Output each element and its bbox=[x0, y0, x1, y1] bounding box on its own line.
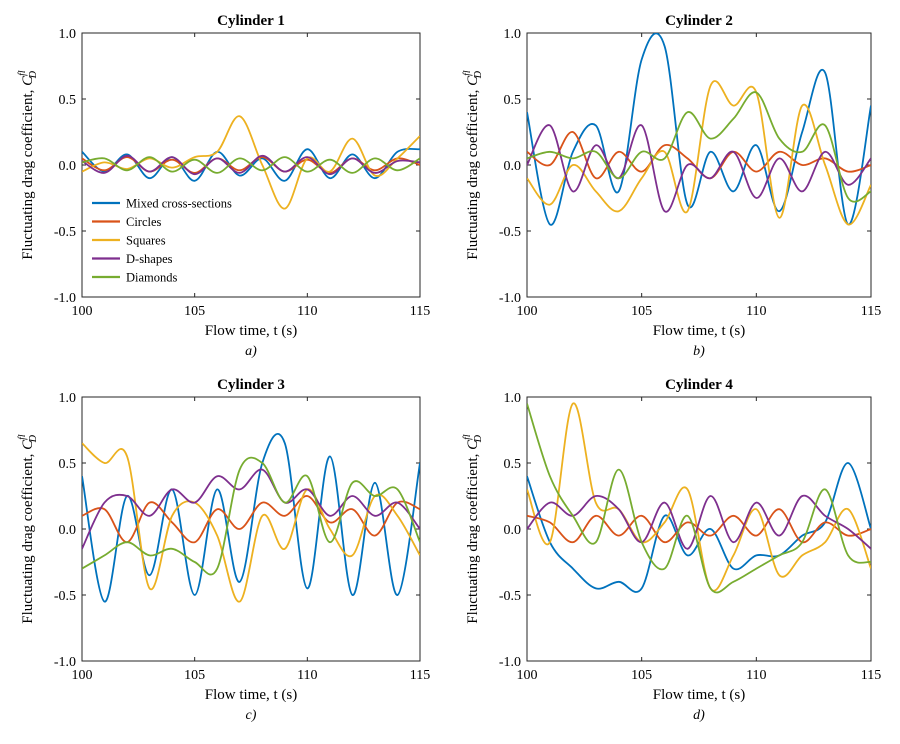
y-tick-label: 0.5 bbox=[504, 93, 522, 108]
series-line-diamonds bbox=[527, 403, 871, 594]
chart-title: Cylinder 2 bbox=[665, 13, 733, 29]
x-tick-label: 110 bbox=[746, 304, 766, 319]
legend-entry: Circles bbox=[126, 215, 162, 229]
series-line-d-shapes bbox=[527, 494, 871, 550]
x-tick-label: 115 bbox=[861, 304, 881, 319]
x-tick-label: 105 bbox=[184, 304, 205, 319]
y-tick-label: -0.5 bbox=[54, 589, 76, 604]
legend-entry: Diamonds bbox=[126, 271, 178, 285]
y-tick-label: -1.0 bbox=[499, 655, 521, 670]
x-tick-label: 100 bbox=[517, 668, 538, 683]
chart-panel-4: Cylinder 4 100 105 110 115 1.0 0.5 0.0 -0.5 -1.0 F… bbox=[462, 377, 881, 723]
y-axis-label: Fluctuating drag coefficient, CflD bbox=[17, 70, 39, 260]
y-tick-label: 0.0 bbox=[59, 523, 77, 538]
series-line-squares bbox=[82, 442, 420, 603]
y-tick-label: 0.5 bbox=[59, 93, 77, 108]
y-tick-label: -1.0 bbox=[54, 291, 76, 306]
y-tick-label: 1.0 bbox=[504, 391, 522, 406]
panel-sublabel: c) bbox=[246, 708, 257, 723]
series-line-d-shapes bbox=[527, 124, 871, 213]
y-tick-label: -0.5 bbox=[54, 225, 76, 240]
y-axis-label: Fluctuating drag coefficient, CflD bbox=[17, 434, 39, 624]
y-tick-label: -0.5 bbox=[499, 225, 521, 240]
series-line-mixed-cross-sections bbox=[82, 433, 420, 603]
y-axis-label: Fluctuating drag coefficient, CflD bbox=[462, 70, 484, 260]
x-axis-label: Flow time, t (s) bbox=[653, 687, 746, 703]
x-tick-label: 100 bbox=[72, 304, 93, 319]
y-axis-label: Fluctuating drag coefficient, CflD bbox=[462, 434, 484, 624]
x-tick-label: 100 bbox=[517, 304, 538, 319]
series-line-mixed-cross-sections bbox=[527, 33, 871, 226]
panel-sublabel: d) bbox=[693, 708, 705, 723]
legend-entry: Squares bbox=[126, 234, 166, 248]
x-tick-label: 110 bbox=[746, 668, 766, 683]
legend-entry: D-shapes bbox=[126, 252, 173, 266]
y-tick-label: -1.0 bbox=[499, 291, 521, 306]
y-tick-label: 1.0 bbox=[59, 391, 77, 406]
chart-title: Cylinder 3 bbox=[217, 377, 285, 393]
series-group bbox=[527, 33, 871, 226]
y-tick-label: 0.5 bbox=[59, 457, 77, 472]
legend-entry: Mixed cross-sections bbox=[126, 197, 232, 211]
series-line-squares bbox=[527, 80, 871, 226]
series-line-diamonds bbox=[82, 456, 420, 576]
panel-sublabel: a) bbox=[245, 344, 257, 359]
x-tick-label: 105 bbox=[631, 304, 652, 319]
series-line-diamonds bbox=[82, 156, 420, 174]
y-tick-label: 0.0 bbox=[504, 159, 522, 174]
series-line-squares bbox=[527, 402, 871, 592]
x-tick-label: 110 bbox=[297, 304, 317, 319]
chart-title: Cylinder 1 bbox=[217, 13, 285, 29]
x-axis-label: Flow time, t (s) bbox=[205, 323, 298, 339]
y-tick-label: 0.0 bbox=[504, 523, 522, 538]
y-tick-label: 1.0 bbox=[59, 27, 77, 42]
y-tick-label: 0.0 bbox=[59, 159, 77, 174]
series-group bbox=[527, 402, 871, 594]
series-line-d-shapes bbox=[82, 468, 420, 550]
panel-sublabel: b) bbox=[693, 344, 705, 359]
x-tick-label: 105 bbox=[631, 668, 652, 683]
x-axis-label: Flow time, t (s) bbox=[205, 687, 298, 703]
x-axis-label: Flow time, t (s) bbox=[653, 323, 746, 339]
legend: Mixed cross-sections Circles Squares D-shap… bbox=[92, 197, 232, 285]
y-tick-label: -1.0 bbox=[54, 655, 76, 670]
chart-title: Cylinder 4 bbox=[665, 377, 733, 393]
series-group bbox=[82, 115, 420, 210]
y-tick-label: -0.5 bbox=[499, 589, 521, 604]
series-line-circles bbox=[527, 508, 871, 544]
y-tick-label: 1.0 bbox=[504, 27, 522, 42]
x-tick-label: 115 bbox=[861, 668, 881, 683]
chart-panel-2: Cylinder 2 100 105 110 115 1.0 0.5 0.0 -0.5 -1.0 F… bbox=[462, 13, 881, 359]
x-tick-label: 115 bbox=[410, 668, 430, 683]
x-tick-label: 105 bbox=[184, 668, 205, 683]
x-tick-label: 100 bbox=[72, 668, 93, 683]
chart-panel-3: Cylinder 3 100 105 110 115 1.0 0.5 0.0 -0.5 -1.0 F… bbox=[17, 377, 430, 723]
x-tick-label: 110 bbox=[297, 668, 317, 683]
x-tick-label: 115 bbox=[410, 304, 430, 319]
series-group bbox=[82, 433, 420, 603]
y-tick-label: 0.5 bbox=[504, 457, 522, 472]
chart-panel-1: Cylinder 1 100 105 110 115 1.0 0.5 0.0 -0.5 -1.0 F… bbox=[17, 13, 430, 359]
series-line-diamonds bbox=[527, 91, 871, 203]
